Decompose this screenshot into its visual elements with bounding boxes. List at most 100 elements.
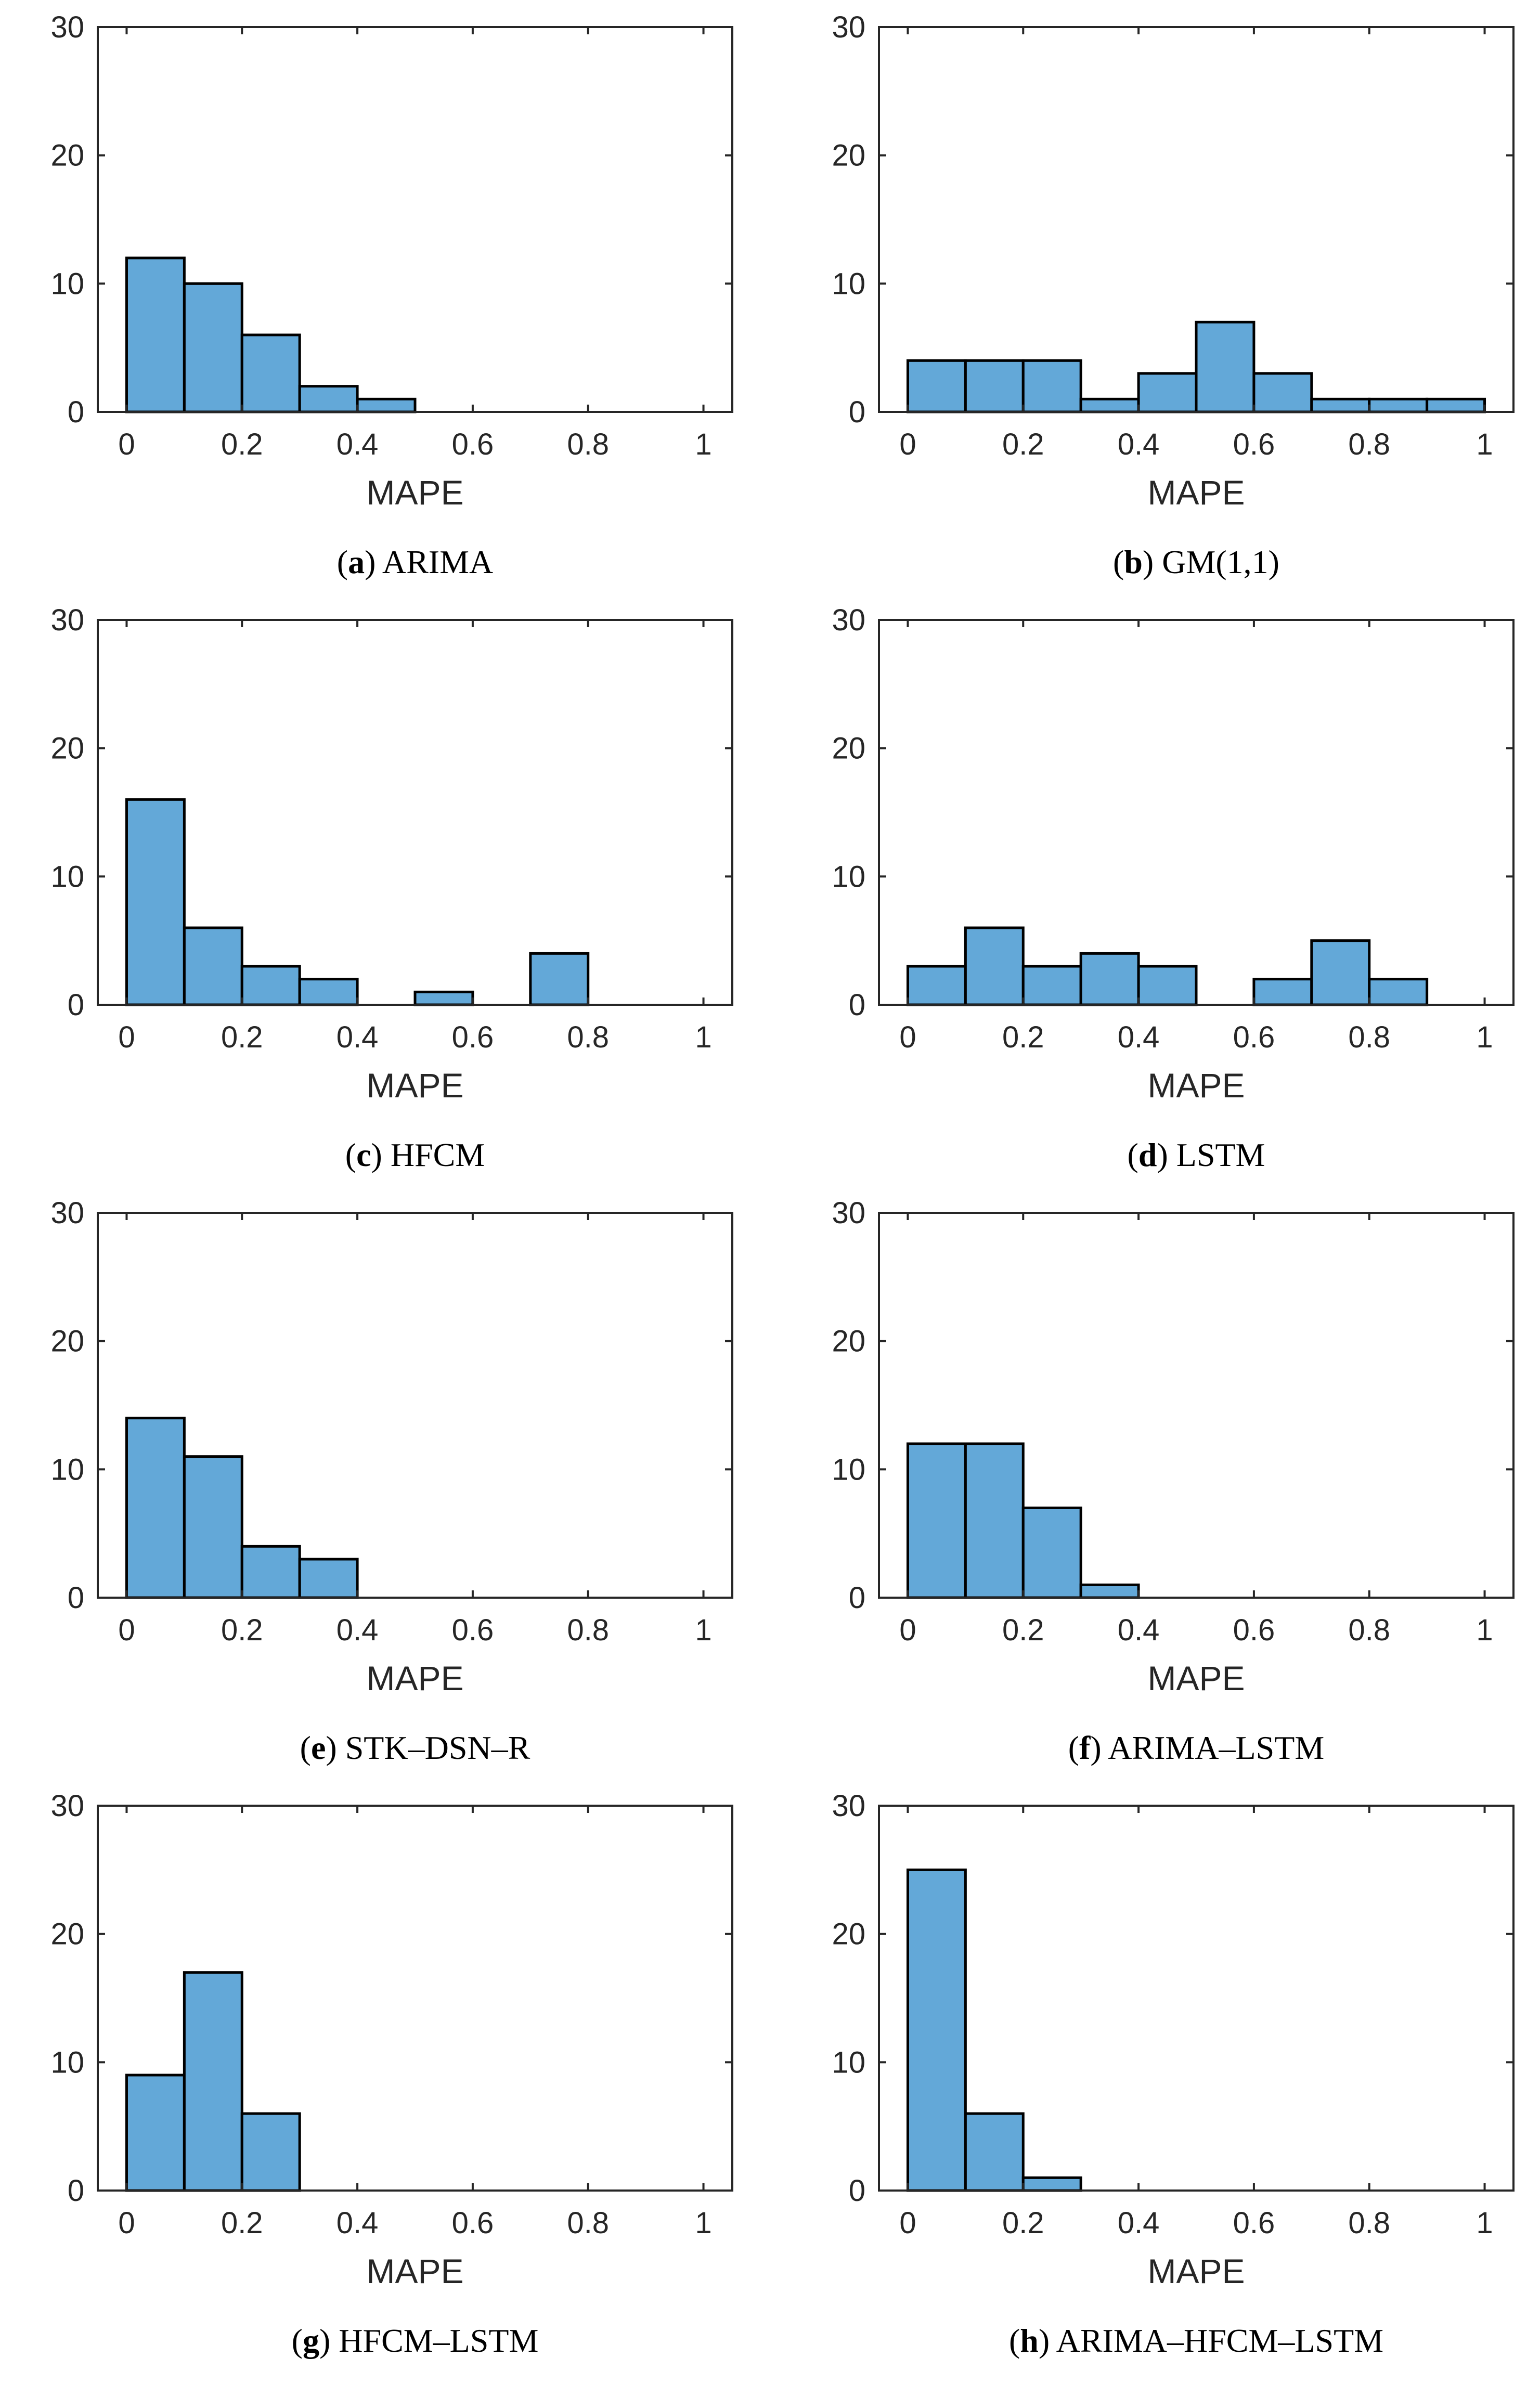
x-tick-label: 0 [118, 1613, 135, 1647]
panel-caption: (g) HFCM–LSTM [292, 2322, 539, 2359]
histogram-bar [183, 1455, 243, 1599]
x-axis-label: MAPE [1147, 473, 1245, 512]
caption-model-name: ARIMA–HFCM–LSTM [1056, 2322, 1383, 2359]
axes-frame [97, 1212, 733, 1599]
panel-caption: (h) ARIMA–HFCM–LSTM [1009, 2322, 1383, 2359]
x-tick-label: 1 [1476, 1613, 1493, 1647]
y-tick-label: 20 [832, 1917, 865, 1951]
histogram-bar [240, 333, 301, 413]
y-tick-label: 10 [832, 267, 865, 301]
histogram-bar [183, 282, 243, 413]
caption-letter: f [1079, 1729, 1091, 1766]
axes-frame [97, 1805, 733, 2192]
x-axis-label: MAPE [366, 1659, 463, 1698]
histogram-bar [1079, 1583, 1140, 1599]
caption-model-name: HFCM–LSTM [339, 2322, 538, 2359]
y-tick-label: 30 [832, 1789, 865, 1823]
x-tick-label: 0.4 [1118, 427, 1160, 461]
histogram-bar [298, 1558, 359, 1599]
caption-model-name: ARIMA [382, 543, 493, 580]
x-tick-label: 1 [1476, 1020, 1493, 1054]
caption-letter: a [348, 543, 365, 580]
x-tick-label: 1 [695, 1613, 711, 1647]
panel-caption: (c) HFCM [345, 1136, 485, 1173]
histogram-bar [964, 2112, 1025, 2192]
panel-caption: (f) ARIMA–LSTM [1068, 1729, 1324, 1766]
histogram-bar [1137, 372, 1198, 413]
histogram-bar [1021, 2176, 1082, 2192]
histogram-bar [183, 926, 243, 1006]
y-tick-label: 0 [849, 2174, 865, 2208]
x-tick-label: 0.6 [1233, 1020, 1275, 1054]
histogram-bar [240, 2112, 301, 2192]
y-tick-label: 0 [68, 1581, 84, 1615]
y-tick-label: 10 [832, 2045, 865, 2079]
x-axis-label: MAPE [1147, 1066, 1245, 1105]
x-tick-label: 0.8 [567, 427, 609, 461]
caption-letter: b [1124, 543, 1143, 580]
panel-caption: (e) STK–DSN–R [300, 1729, 530, 1766]
caption-letter: g [303, 2322, 319, 2359]
x-tick-label: 0.2 [221, 1613, 263, 1647]
panel-caption: (b) GM(1,1) [1113, 543, 1279, 580]
caption-letter: e [311, 1729, 326, 1766]
x-tick-label: 0.4 [337, 1020, 379, 1054]
caption-model-name: ARIMA–LSTM [1108, 1729, 1324, 1766]
x-tick-label: 0.8 [1348, 2206, 1390, 2240]
histogram-bar [1137, 965, 1198, 1006]
x-axis-label: MAPE [366, 1066, 463, 1105]
histogram-bar [240, 1545, 301, 1599]
x-tick-label: 1 [695, 1020, 711, 1054]
caption-letter: h [1020, 2322, 1039, 2359]
axes-frame [878, 619, 1515, 1006]
axes-frame [878, 1212, 1515, 1599]
y-tick-label: 20 [832, 139, 865, 173]
y-tick-label: 20 [832, 1325, 865, 1358]
x-tick-label: 0 [899, 1613, 916, 1647]
histogram-bar [906, 965, 967, 1006]
axes-frame [97, 619, 733, 1006]
x-tick-label: 0.2 [1002, 1613, 1044, 1647]
x-tick-label: 0.6 [1233, 427, 1275, 461]
y-tick-label: 10 [832, 860, 865, 893]
caption-letter: c [356, 1136, 371, 1173]
x-tick-label: 0.6 [452, 427, 494, 461]
histogram-bar [125, 798, 186, 1006]
histogram-bar [1195, 320, 1256, 413]
x-axis-label: MAPE [366, 473, 463, 512]
x-tick-label: 0 [118, 1020, 135, 1054]
histogram-bar [964, 1442, 1025, 1599]
x-tick-label: 0.8 [567, 1020, 609, 1054]
y-tick-label: 10 [50, 1453, 84, 1486]
y-tick-label: 30 [832, 603, 865, 637]
histogram-bar [1021, 965, 1082, 1006]
histogram-bar [125, 1417, 186, 1599]
histogram-bar [1021, 1506, 1082, 1599]
histogram-bar [298, 385, 359, 413]
x-tick-label: 0.8 [567, 1613, 609, 1647]
x-tick-label: 1 [695, 427, 711, 461]
histogram-bar [906, 1442, 967, 1599]
histogram-bar [1368, 978, 1429, 1006]
x-tick-label: 0.8 [1348, 1613, 1390, 1647]
y-tick-label: 30 [50, 1789, 84, 1823]
x-tick-label: 0.4 [337, 1613, 379, 1647]
y-tick-label: 10 [832, 1453, 865, 1486]
y-tick-label: 0 [68, 395, 84, 429]
histogram-bar [183, 1971, 243, 2192]
x-tick-label: 0.4 [1118, 2206, 1160, 2240]
y-tick-label: 0 [849, 1581, 865, 1615]
histogram-bar [413, 990, 474, 1006]
x-tick-label: 0.6 [452, 2206, 494, 2240]
x-tick-label: 0 [118, 427, 135, 461]
histogram-bar [1079, 952, 1140, 1006]
y-tick-label: 20 [832, 732, 865, 766]
x-tick-label: 0.4 [1118, 1613, 1160, 1647]
axes-frame [97, 26, 733, 413]
histogram-bar [298, 978, 359, 1006]
